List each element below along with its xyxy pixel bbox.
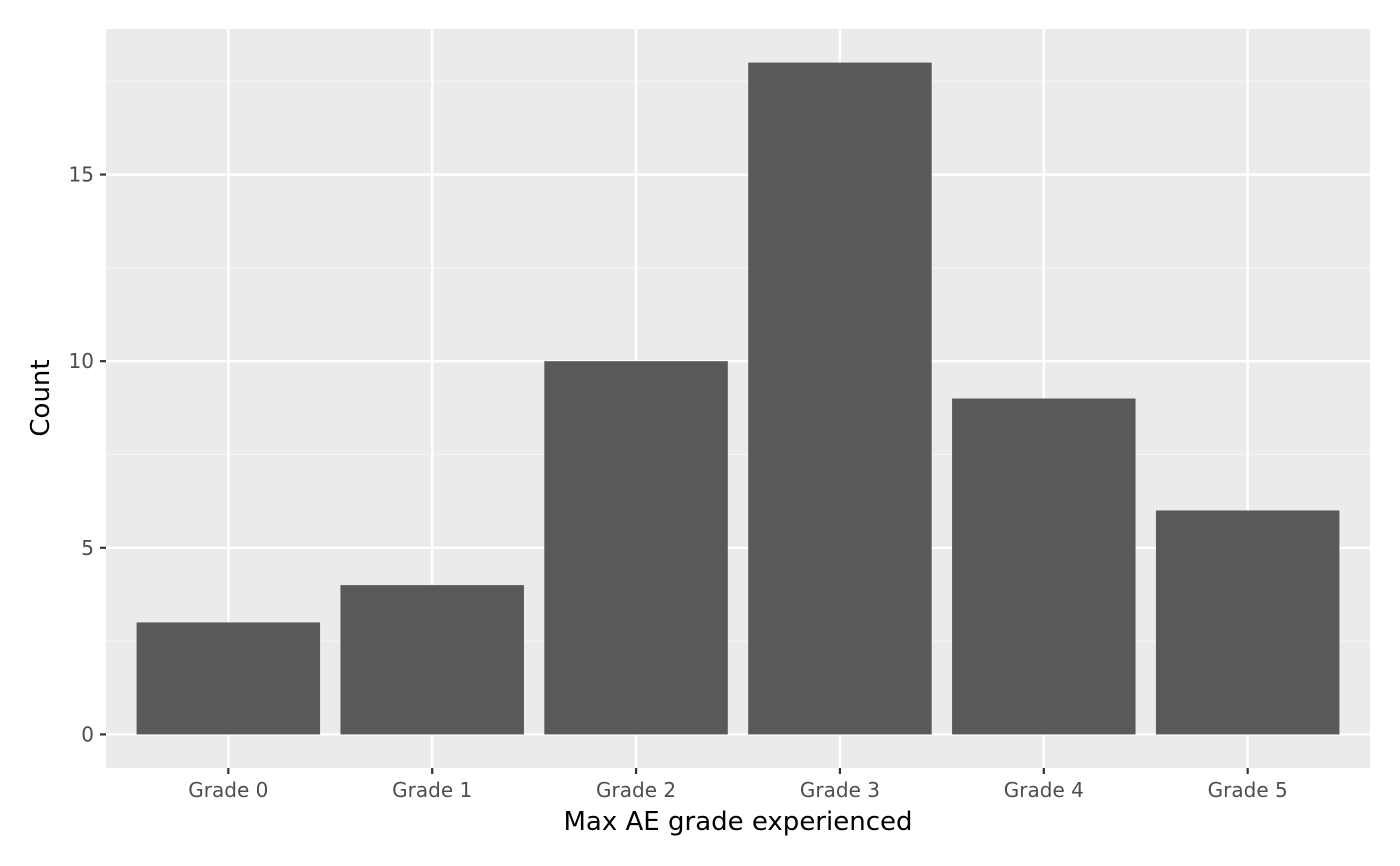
bars [136, 62, 1340, 735]
y-tick-label: 5 [81, 536, 94, 560]
x-tick-label: Grade 5 [1208, 778, 1288, 802]
bar [340, 585, 524, 735]
bar [1155, 510, 1340, 735]
bar [136, 622, 321, 735]
bar [544, 361, 728, 735]
y-tick-label: 15 [69, 163, 94, 187]
y-axis-ticks: 0 5 10 15 [69, 163, 106, 746]
x-tick-label: Grade 0 [188, 778, 268, 802]
y-tick-label: 10 [69, 349, 94, 373]
y-tick-label: 0 [81, 722, 94, 746]
y-axis-title: Count [26, 359, 56, 436]
x-axis-title: Max AE grade experienced [564, 807, 913, 837]
x-tick-label: Grade 4 [1004, 778, 1084, 802]
x-tick-label: Grade 3 [800, 778, 880, 802]
x-tick-label: Grade 2 [596, 778, 676, 802]
bar [748, 62, 932, 735]
x-axis-ticks: Grade 0 Grade 1 Grade 2 Grade 3 Grade 4 Grade… [188, 768, 1288, 802]
x-tick-label: Grade 1 [392, 778, 472, 802]
bar [952, 398, 1136, 735]
